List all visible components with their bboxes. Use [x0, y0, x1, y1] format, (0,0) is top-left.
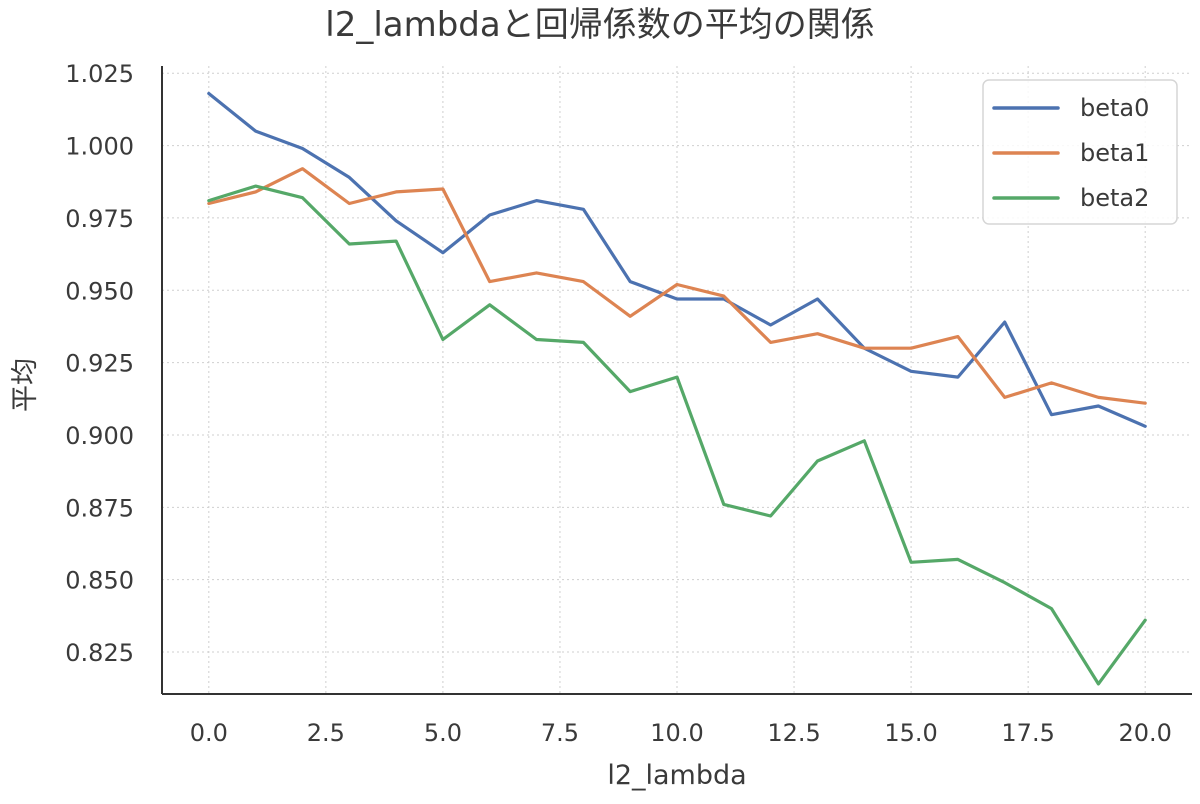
- x-tick-label: 0.0: [190, 719, 228, 747]
- x-tick-labels: 0.0 2.5 5.0 7.5 10.0 12.5 15.0 17.5 20.0: [190, 719, 1172, 747]
- x-tick-label: 17.5: [1001, 719, 1054, 747]
- y-tick-label: 1.025: [65, 60, 134, 88]
- x-tick-label: 12.5: [767, 719, 820, 747]
- y-axis-label: 平均: [10, 358, 41, 412]
- grid-lines: [162, 66, 1192, 694]
- legend-box: [982, 79, 1178, 225]
- legend-items: beta0 beta1 beta2: [992, 94, 1149, 212]
- legend: beta0 beta1 beta2: [982, 79, 1178, 225]
- y-tick-label: 0.825: [65, 639, 134, 667]
- x-tick-label: 2.5: [307, 719, 345, 747]
- x-tick-label: 20.0: [1118, 719, 1171, 747]
- series-line-beta0: [207, 91, 1147, 428]
- series-line-beta1: [207, 167, 1147, 405]
- x-tick-label: 15.0: [884, 719, 937, 747]
- chart-title: l2_lambdaと回帰係数の平均の関係: [325, 5, 874, 45]
- y-tick-label: 0.950: [65, 277, 134, 305]
- x-tick-label: 7.5: [541, 719, 579, 747]
- y-tick-label: 0.925: [65, 350, 134, 378]
- y-tick-label: 1.000: [65, 133, 134, 161]
- y-tick-label: 0.975: [65, 205, 134, 233]
- x-axis-label: l2_lambda: [607, 760, 746, 791]
- series-lines: [207, 91, 1147, 686]
- series-line-beta2: [207, 184, 1147, 686]
- legend-label-beta2: beta2: [1080, 184, 1149, 212]
- y-tick-label: 0.900: [65, 422, 134, 450]
- axes: [161, 66, 1192, 695]
- y-tick-label: 0.850: [65, 567, 134, 595]
- x-tick-label: 10.0: [650, 719, 703, 747]
- y-tick-label: 0.875: [65, 494, 134, 522]
- y-tick-labels: 0.825 0.850 0.875 0.900 0.925 0.950 0.975 1.000…: [65, 60, 134, 667]
- legend-label-beta0: beta0: [1080, 94, 1149, 122]
- x-tick-label: 5.0: [424, 719, 462, 747]
- legend-label-beta1: beta1: [1080, 139, 1149, 167]
